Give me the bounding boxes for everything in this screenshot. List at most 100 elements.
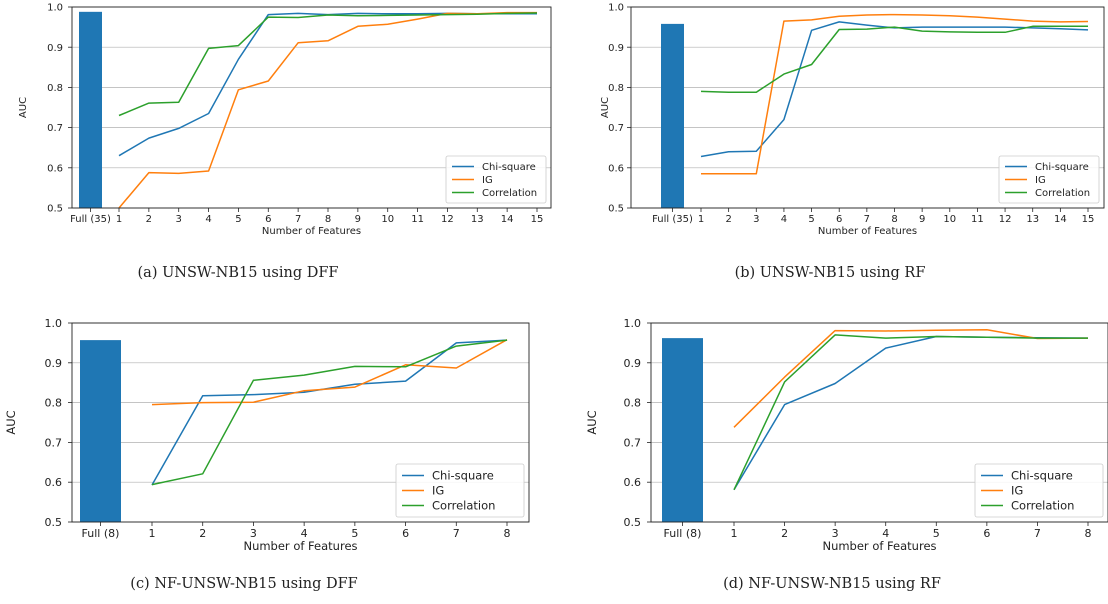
y-tick-label: 1.0 — [608, 3, 624, 14]
x-tick-label: 13 — [1026, 214, 1039, 225]
legend-label-chi-square: Chi-square — [1035, 162, 1089, 173]
y-axis-label: AUC — [600, 97, 611, 118]
x-axis-label: Number of Features — [262, 226, 361, 237]
x-tick-label-full: Full (35) — [70, 214, 111, 225]
y-tick-label: 1.0 — [624, 317, 642, 330]
x-tick-label-full: Full (35) — [652, 214, 693, 225]
x-tick-label: 7 — [864, 214, 870, 225]
series-line-ig — [733, 329, 1089, 428]
y-tick-label: 0.6 — [45, 476, 63, 489]
plot-frame — [71, 322, 530, 523]
x-tick-label: 15 — [531, 214, 544, 225]
legend-label-correlation: Correlation — [482, 188, 537, 199]
series-line-correlation — [118, 12, 538, 117]
x-tick-label: 1 — [731, 527, 738, 540]
x-tick-label: 12 — [441, 214, 454, 225]
panel-caption: (a) UNSW-NB15 using DFF — [138, 265, 339, 281]
x-axis-label: Number of Features — [243, 539, 357, 553]
full-feature-bar — [80, 340, 121, 522]
x-tick-label: 1 — [116, 214, 122, 225]
series-line-correlation — [733, 334, 1088, 491]
y-tick-label: 0.7 — [608, 123, 624, 134]
x-tick-label: 2 — [146, 214, 152, 225]
x-tick-label: 8 — [504, 527, 511, 540]
y-tick-label: 0.6 — [47, 163, 63, 174]
x-axis-label: Number of Features — [822, 539, 936, 553]
x-tick-label: 14 — [1054, 214, 1067, 225]
legend-label-chi-square: Chi-square — [1011, 469, 1073, 483]
y-tick-label: 0.5 — [45, 516, 63, 529]
legend-label-ig: IG — [1035, 175, 1046, 186]
y-tick-label: 0.5 — [624, 516, 642, 529]
y-tick-label: 0.7 — [47, 123, 63, 134]
x-tick-label: 11 — [971, 214, 984, 225]
x-tick-label: 2 — [199, 527, 206, 540]
y-tick-label: 0.9 — [47, 43, 63, 54]
legend-label-ig: IG — [482, 175, 493, 186]
x-tick-label: 4 — [301, 527, 308, 540]
chart-panel-d: 0.5 0.6 0.7 0.8 0.9 1.0 Full (8) 1 2 3 4 5 6 7 8 Number… — [585, 317, 1108, 592]
y-tick-label: 0.7 — [45, 436, 63, 449]
legend-box — [974, 463, 1104, 518]
x-tick-label: 9 — [355, 214, 361, 225]
series-line-chi-square — [700, 21, 1089, 158]
legend: Chi-square IG Correlation — [445, 155, 547, 204]
x-tick-label: 8 — [891, 214, 897, 225]
x-tick-label: 3 — [250, 527, 257, 540]
x-tick-label: 9 — [919, 214, 925, 225]
x-tick-label: 7 — [453, 527, 460, 540]
x-tick-label: 6 — [836, 214, 842, 225]
legend-box — [998, 155, 1100, 204]
x-tick-label: 10 — [943, 214, 956, 225]
legend-label-correlation: Correlation — [432, 499, 495, 513]
y-tick-label: 0.8 — [608, 83, 624, 94]
y-tick-label: 0.9 — [624, 357, 642, 370]
full-feature-bar — [661, 23, 684, 208]
y-tick-label: 0.8 — [624, 397, 642, 410]
series-line-chi-square — [151, 339, 508, 486]
x-tick-label: 4 — [205, 214, 211, 225]
x-tick-label: 5 — [933, 527, 940, 540]
legend-box — [395, 463, 525, 518]
y-tick-label: 0.5 — [47, 204, 63, 215]
x-tick-label: 11 — [411, 214, 424, 225]
x-tick-label: 2 — [781, 527, 788, 540]
legend-label-chi-square: Chi-square — [482, 162, 536, 173]
x-tick-label: 6 — [265, 214, 271, 225]
x-tick-label: 7 — [1034, 527, 1041, 540]
x-tick-label: 5 — [808, 214, 814, 225]
panel-caption: (c) NF-UNSW-NB15 using DFF — [130, 576, 357, 592]
x-tick-label: 14 — [501, 214, 514, 225]
x-tick-label: 6 — [983, 527, 990, 540]
x-axis-label: Number of Features — [818, 226, 917, 237]
legend-box — [445, 155, 547, 204]
full-feature-bar — [662, 338, 703, 522]
legend-label-correlation: Correlation — [1035, 188, 1090, 199]
x-tick-label: 4 — [781, 214, 787, 225]
legend: Chi-square IG Correlation — [998, 155, 1100, 204]
x-tick-label: 5 — [235, 214, 241, 225]
y-tick-label: 1.0 — [47, 3, 63, 14]
series-line-ig — [701, 13, 1089, 175]
series-line-chi-square — [118, 12, 537, 157]
y-tick-label: 0.9 — [608, 43, 624, 54]
x-tick-label: 8 — [325, 214, 331, 225]
x-tick-label: 3 — [176, 214, 182, 225]
plot-frame — [71, 6, 552, 209]
y-tick-label: 0.6 — [624, 476, 642, 489]
legend-label-ig: IG — [432, 484, 444, 498]
x-tick-label-full: Full (8) — [82, 527, 120, 540]
x-tick-label: 4 — [882, 527, 889, 540]
x-tick-label: 3 — [753, 214, 759, 225]
x-tick-label: 10 — [381, 214, 394, 225]
x-tick-label-full: Full (8) — [664, 527, 702, 540]
x-tick-label: 8 — [1085, 527, 1092, 540]
y-tick-label: 1.0 — [45, 317, 63, 330]
legend-label-ig: IG — [1011, 484, 1023, 498]
x-tick-label: 1 — [149, 527, 156, 540]
